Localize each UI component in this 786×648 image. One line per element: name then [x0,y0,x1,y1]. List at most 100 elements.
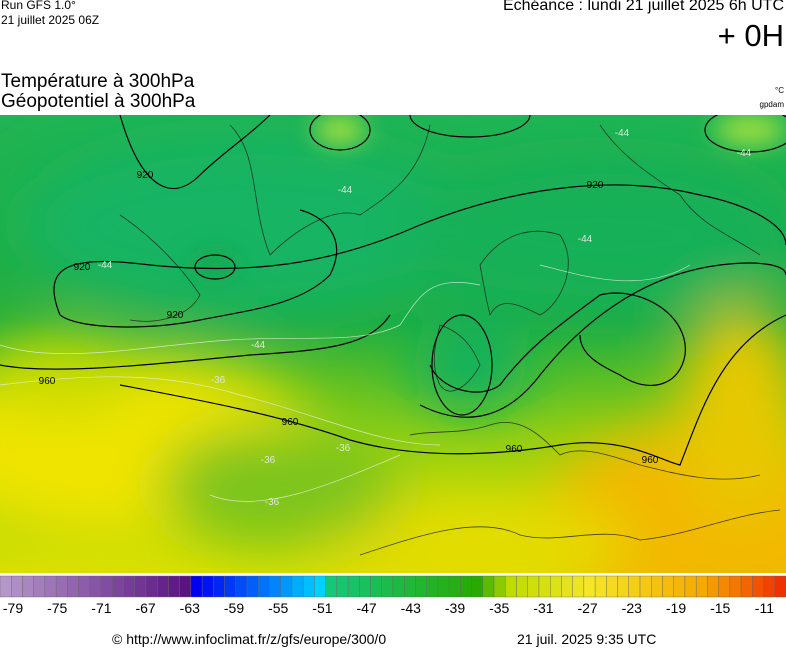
color-swatch [325,575,338,598]
colorbar-label: -55 [268,600,288,615]
color-swatch [594,575,607,598]
run-date: 21 juillet 2025 06Z [1,13,100,27]
geopotential-label: 920 [74,262,91,273]
color-swatch [156,575,169,598]
color-swatch [404,575,416,598]
color-swatch [213,575,225,598]
geopotential-label: 920 [587,180,604,191]
temperature-label: -44 [578,234,593,245]
color-swatch [617,575,629,598]
colorbar-label: -15 [710,600,730,615]
color-swatch [168,575,180,598]
color-swatch [662,575,674,598]
color-swatch [269,575,281,598]
geopotential-label: 920 [137,170,154,181]
color-swatch [695,575,708,598]
color-swatch [22,575,34,598]
color-swatch [550,575,562,598]
color-swatch [134,575,147,598]
color-swatch [482,575,495,598]
colorbar-label: -39 [445,600,465,615]
temperature-label: -36 [336,443,351,454]
color-swatch [684,575,697,598]
color-swatch [493,575,506,598]
color-swatch [448,575,461,598]
color-swatch [55,575,68,598]
color-swatch [415,575,427,598]
color-swatch [11,575,23,598]
map: 920 920 920 920 960 960 960 960 -44 -44 -44 -44 -44 -… [0,115,786,573]
color-swatch [112,575,124,598]
color-swatch [426,575,439,598]
colorbar-label: -51 [312,600,332,615]
unit-geopotential: gpdam [759,100,784,109]
color-swatch [392,575,405,598]
colorbar-label: -79 [3,600,23,615]
color-swatch [381,575,394,598]
color-swatch [763,575,775,598]
colorbar-label: -59 [224,600,244,615]
color-swatch [460,575,472,598]
color-swatch [0,575,12,598]
temperature-label: -44 [98,260,113,271]
color-swatch [246,575,259,598]
color-swatch [505,575,517,598]
color-swatch [639,575,652,598]
temperature-label: -36 [265,497,280,508]
colorbar-label: -63 [180,600,200,615]
color-swatch [336,575,349,598]
title-temperature: Température à 300hPa [1,71,195,92]
color-swatch [740,575,753,598]
color-swatch [224,575,236,598]
temperature-label: -44 [615,128,630,139]
temperature-label: -44 [251,340,266,351]
geopotential-label: 960 [506,444,523,455]
color-swatch [359,575,371,598]
color-swatch [67,575,79,598]
color-swatch [302,575,315,598]
color-swatch [235,575,248,598]
colorbar-label: -67 [135,600,155,615]
color-swatch [78,575,91,598]
color-swatch [527,575,540,598]
color-swatch [347,575,360,598]
colorbar-label: -71 [91,600,111,615]
colorbar-label: -31 [533,600,553,615]
color-swatch [201,575,214,598]
color-swatch [258,575,270,598]
color-swatch [280,575,293,598]
color-swatch [370,575,382,598]
color-swatch [538,575,551,598]
title-geopotential: Géopotentiel à 300hPa [1,91,196,112]
colorbar-label: -35 [489,600,509,615]
color-swatch [561,575,573,598]
color-swatch [572,575,585,598]
colorbar-label: -75 [47,600,67,615]
colorbar-label: -23 [622,600,642,615]
geopotential-label: 920 [167,310,184,321]
footer-timestamp: 21 juil. 2025 9:35 UTC [517,631,657,647]
temperature-label: -44 [338,185,353,196]
colorbar: -79 -75 -71 -67 -63 -59 -55 -51 -47 -43 -39 -35 -31 -… [0,575,786,615]
colorbar-label: -43 [401,600,421,615]
color-swatch [606,575,618,598]
color-swatch [291,575,304,598]
color-swatch [651,575,663,598]
color-swatch [33,575,46,598]
geopotential-label: 960 [39,376,56,387]
temperature-label: -44 [737,148,752,159]
color-swatch [123,575,135,598]
colorbar-label: -11 [755,600,774,615]
color-swatch [100,575,113,598]
colorbar-label: -47 [356,600,376,615]
color-swatch [89,575,102,598]
color-swatch [44,575,57,598]
color-swatch [673,575,686,598]
forecast-time: Echéance : lundi 21 juillet 2025 6h UTC [502,0,784,14]
color-swatch [752,575,764,598]
color-swatch [628,575,641,598]
geopotential-label: 960 [642,455,659,466]
color-swatch [707,575,719,598]
color-swatch [179,575,192,598]
color-swatch [516,575,528,598]
